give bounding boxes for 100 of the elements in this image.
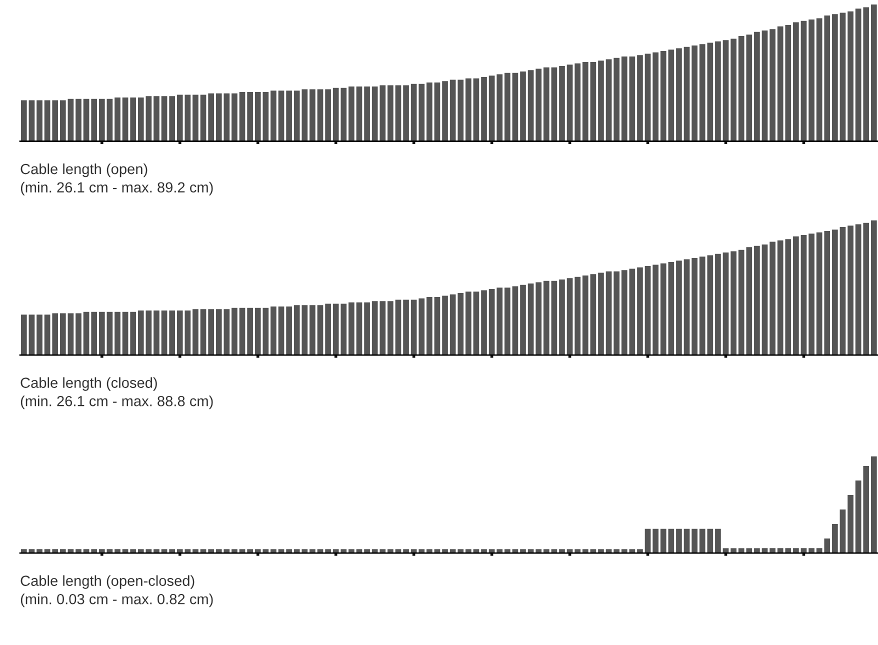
bar xyxy=(395,85,402,142)
bar xyxy=(465,78,472,142)
bar xyxy=(559,66,565,142)
bar xyxy=(364,302,370,356)
bar xyxy=(403,549,409,554)
bar xyxy=(621,549,628,554)
bar xyxy=(106,312,113,356)
bar xyxy=(606,59,612,142)
bar xyxy=(169,549,176,554)
bar xyxy=(512,72,518,142)
bar xyxy=(770,242,776,356)
bar xyxy=(832,524,838,554)
bar xyxy=(754,32,760,142)
bar xyxy=(637,55,643,142)
bar xyxy=(566,64,573,142)
bar xyxy=(644,266,651,356)
bar xyxy=(684,259,690,356)
bar xyxy=(52,100,58,142)
bar xyxy=(325,304,331,356)
bar xyxy=(676,260,682,356)
bar xyxy=(559,549,565,554)
bar xyxy=(652,52,658,142)
bar xyxy=(536,549,542,554)
bar xyxy=(614,58,620,142)
bar xyxy=(83,312,90,356)
bar xyxy=(730,38,736,142)
bar xyxy=(465,292,472,356)
bar xyxy=(528,70,534,142)
bar xyxy=(582,275,588,356)
bar xyxy=(566,278,573,356)
bar xyxy=(317,305,324,356)
bar xyxy=(278,90,284,142)
bar xyxy=(644,528,651,554)
bar xyxy=(388,301,394,356)
bar xyxy=(848,494,854,554)
bar xyxy=(28,100,35,142)
bar xyxy=(606,271,612,356)
bar xyxy=(481,76,487,142)
bar xyxy=(364,86,370,142)
bar xyxy=(208,93,214,142)
bar xyxy=(692,46,698,142)
bar xyxy=(122,312,128,356)
bar xyxy=(239,92,246,142)
bar xyxy=(450,80,456,142)
bar xyxy=(496,288,503,356)
bar xyxy=(356,302,362,356)
bar xyxy=(247,92,253,142)
bar xyxy=(388,549,394,554)
bar xyxy=(481,290,487,356)
bar xyxy=(722,252,729,356)
bar xyxy=(684,46,690,142)
bar xyxy=(286,90,292,142)
bar xyxy=(76,313,82,356)
bar xyxy=(692,258,698,356)
x-axis-title: Cable length (open) (min. 26.1 cm - max. 89.2 cm) xyxy=(20,163,213,196)
bar xyxy=(20,549,27,554)
bar xyxy=(154,310,160,356)
bar xyxy=(528,284,534,356)
bar xyxy=(60,313,66,356)
bar xyxy=(504,72,510,142)
bar xyxy=(770,548,776,554)
bar xyxy=(692,528,698,554)
bar xyxy=(161,310,168,356)
bar xyxy=(98,312,105,356)
bar xyxy=(614,549,620,554)
bar xyxy=(676,48,682,142)
bar xyxy=(114,98,120,142)
bar xyxy=(730,251,736,356)
bar xyxy=(20,100,27,142)
bar xyxy=(543,280,550,356)
bar xyxy=(83,98,90,142)
bar xyxy=(871,4,877,142)
bar xyxy=(614,271,620,356)
bar xyxy=(512,286,518,356)
bar xyxy=(473,78,480,142)
bar xyxy=(629,268,636,356)
bar xyxy=(652,528,658,554)
bar xyxy=(161,96,168,142)
bar xyxy=(192,549,198,554)
bar xyxy=(536,282,542,356)
bar xyxy=(637,267,643,356)
bar xyxy=(808,20,814,142)
bar xyxy=(871,456,877,554)
bar xyxy=(395,300,402,356)
bar xyxy=(247,308,253,356)
bar xyxy=(310,305,316,356)
bar xyxy=(496,74,503,142)
bar xyxy=(20,314,27,356)
bar xyxy=(310,549,316,554)
bar xyxy=(176,549,183,554)
bar xyxy=(91,98,98,142)
bar xyxy=(184,310,191,356)
bar xyxy=(68,313,74,356)
bar xyxy=(543,67,550,142)
bar xyxy=(848,11,854,142)
bar xyxy=(169,96,176,142)
bar xyxy=(403,85,409,142)
bar xyxy=(536,68,542,142)
bar xyxy=(715,254,721,356)
bar xyxy=(348,86,354,142)
